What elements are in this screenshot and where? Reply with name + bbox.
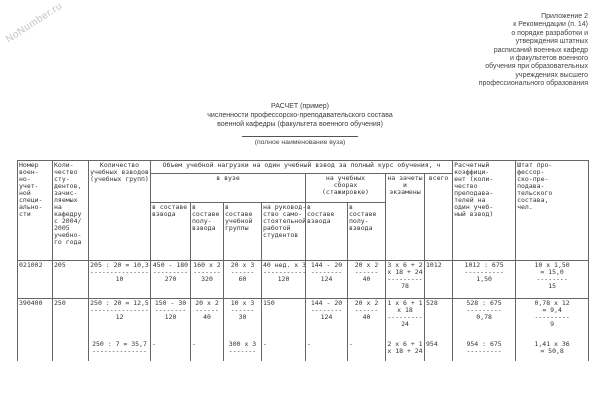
header-exams: на зачеты и экзамены [385,173,425,261]
cell-half-platoon-load: 20 x 2 ------ 40 [190,298,224,340]
cell-staff: 1,41 x 36 = 50,8 [515,339,590,361]
header-platoon: в составе взвода [150,202,191,261]
university-name-line [242,136,358,137]
header-load-group: Объем учебной нагрузки на один учебный в… [149,160,454,174]
annex-line: профессионального образования [478,80,588,88]
document-title: РАСЧЕТ (пример) численности профессорско… [0,103,600,129]
header-platoons-count: Количество учебных взводов (учебных груп… [88,160,151,261]
annex-line: Приложение 2 [541,13,588,20]
annex-line: утверждения штатных [515,38,588,46]
site-watermark: NoNumber.ru [4,0,65,46]
annex-line: расписаний военных кафедр [493,46,588,54]
cell-platoons-calc: 250 : 20 = 12,5 --------------- 12 [88,298,151,340]
cell-self-work-load: 40 нед. x 3 ----------- 120 [261,260,306,299]
cell-platoons-calc: 250 : 7 = 35,7 -------------- [88,339,151,361]
header-camp-platoon: в составе взвода [305,202,348,261]
cell-total-load: 528 [423,298,454,340]
title-line: РАСЧЕТ (пример) [271,103,329,110]
cell-self-work-load: 150 [261,298,306,340]
cell-staff: 10 x 1,50 = 15,0 -------- 15 [515,260,590,299]
cell-vus: 021002 [17,260,53,299]
cell-exams-load: 1 x 6 + 1 x 18 --------- 24 [385,298,425,340]
annex-line: и факультетов военного [510,55,588,63]
header-total: всего [423,173,454,261]
cell-self-work-load: - [261,339,306,361]
cell-coefficient: 528 : 675 --------- 0,78 [452,298,517,340]
header-staff: Штат про- фессор- ско-пре- подава- тельс… [515,160,590,261]
header-training-camps: на учебных сборах (стажировке) [305,173,386,203]
header-self-work: на руковод- ство само- стоятельной работ… [261,202,306,261]
cell-staff: 0,78 x 12 = 9,4 --------- 9 [515,298,590,340]
table-row: 390400 250 250 : 20 = 12,5 -------------… [17,298,590,340]
cell-camp-half-load: - [347,339,386,361]
cell-total-load: 1012 [423,260,454,299]
cell-camp-platoon-load: - [305,339,348,361]
cell-students [52,339,89,361]
table-row: 021002 205 205 : 20 = 10,3 -------------… [17,260,590,299]
cell-camp-platoon-load: 144 - 20 -------- 124 [305,298,348,340]
cell-students: 205 [52,260,89,299]
cell-platoon-load: 150 - 30 -------- 120 [150,298,191,340]
cell-vus [17,339,53,361]
header-students-count: Коли- чество сту- дентов, зачис- ляемых … [52,160,89,261]
cell-vus: 390400 [17,298,53,340]
annex-line: обучения при образовательных [485,63,588,71]
table-row: 250 : 7 = 35,7 -------------- - - 300 x … [17,339,590,361]
title-line: численности профессорско-преподавательск… [207,111,393,119]
cell-camp-platoon-load: 144 - 20 -------- 124 [305,260,348,299]
university-name-note: (полное наименование вуза) [254,139,346,146]
cell-platoons-calc: 205 : 20 = 10,3 --------------- 10 [88,260,151,299]
annex-line: к Рекомендации (п. 14) [513,21,588,29]
cell-half-platoon-load: - [190,339,224,361]
header-study-group: в составе учебной группы [223,202,262,261]
calculation-table: Номер воен- но- учет- ной специ- ально- … [17,160,590,361]
cell-coefficient: 954 : 675 --------- [452,339,517,361]
cell-group-load: 20 x 3 ------ 60 [223,260,262,299]
annex-line: о порядке разработки и [511,29,588,37]
cell-total-load: 954 [423,339,454,361]
header-coefficient: Расчетный коэффици- ент (коли- чество пр… [452,160,517,261]
annex-reference-block: Приложение 2 к Рекомендации (п. 14) о по… [479,13,588,89]
cell-platoon-load: 450 - 180 --------- 270 [150,260,191,299]
cell-exams-load: 2 x 6 + 1 x 18 + 24 [385,339,425,361]
header-vus-number: Номер воен- но- учет- ной специ- ально- … [17,160,53,261]
header-half-platoon: в составе полу- взвода [190,202,224,261]
cell-group-load: 10 x 3 ------ 30 [223,298,262,340]
cell-platoon-load: - [150,339,191,361]
cell-coefficient: 1012 : 675 ---------- 1,50 [452,260,517,299]
cell-group-load: 300 x 3 ------- [223,339,262,361]
header-camp-half-platoon: в составе полу- взвода [347,202,386,261]
cell-students: 250 [52,298,89,340]
cell-exams-load: 3 x 6 + 2 x 18 + 24 --------- 78 [385,260,425,299]
cell-camp-half-load: 20 x 2 ------ 40 [347,298,386,340]
annex-line: учреждениях высшего [515,71,588,79]
header-in-university: в вузе [150,173,306,203]
cell-half-platoon-load: 160 x 2 ------- 320 [190,260,224,299]
title-line: военной кафедры (факультета военного обу… [217,120,383,128]
cell-camp-half-load: 20 x 2 ------ 40 [347,260,386,299]
